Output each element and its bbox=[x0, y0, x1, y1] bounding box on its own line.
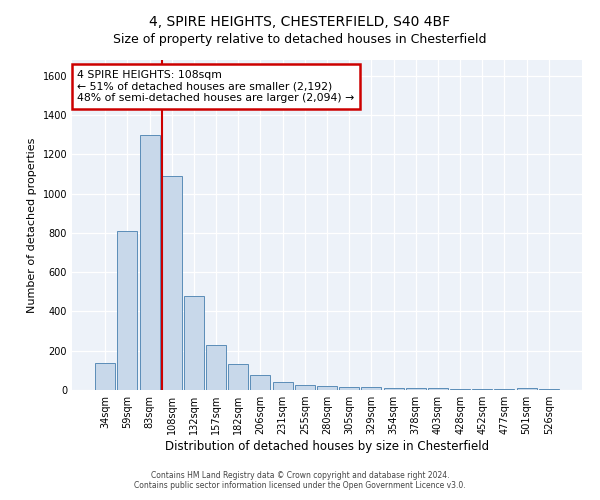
Bar bbox=[406, 388, 426, 390]
Text: Contains HM Land Registry data © Crown copyright and database right 2024.
Contai: Contains HM Land Registry data © Crown c… bbox=[134, 470, 466, 490]
Bar bbox=[295, 385, 315, 390]
Y-axis label: Number of detached properties: Number of detached properties bbox=[27, 138, 37, 312]
Bar bbox=[428, 388, 448, 390]
Text: 4 SPIRE HEIGHTS: 108sqm
← 51% of detached houses are smaller (2,192)
48% of semi: 4 SPIRE HEIGHTS: 108sqm ← 51% of detache… bbox=[77, 70, 355, 103]
Bar bbox=[140, 134, 160, 390]
Bar bbox=[450, 389, 470, 390]
Bar bbox=[250, 376, 271, 390]
Bar bbox=[95, 362, 115, 390]
X-axis label: Distribution of detached houses by size in Chesterfield: Distribution of detached houses by size … bbox=[165, 440, 489, 453]
Text: Size of property relative to detached houses in Chesterfield: Size of property relative to detached ho… bbox=[113, 32, 487, 46]
Bar bbox=[472, 389, 492, 390]
Bar bbox=[383, 388, 404, 390]
Bar bbox=[272, 382, 293, 390]
Bar bbox=[184, 296, 204, 390]
Bar bbox=[361, 387, 382, 390]
Bar bbox=[539, 389, 559, 390]
Bar bbox=[162, 176, 182, 390]
Bar bbox=[517, 388, 536, 390]
Bar bbox=[494, 389, 514, 390]
Bar bbox=[317, 386, 337, 390]
Bar bbox=[228, 364, 248, 390]
Text: 4, SPIRE HEIGHTS, CHESTERFIELD, S40 4BF: 4, SPIRE HEIGHTS, CHESTERFIELD, S40 4BF bbox=[149, 15, 451, 29]
Bar bbox=[339, 387, 359, 390]
Bar bbox=[206, 345, 226, 390]
Bar bbox=[118, 231, 137, 390]
